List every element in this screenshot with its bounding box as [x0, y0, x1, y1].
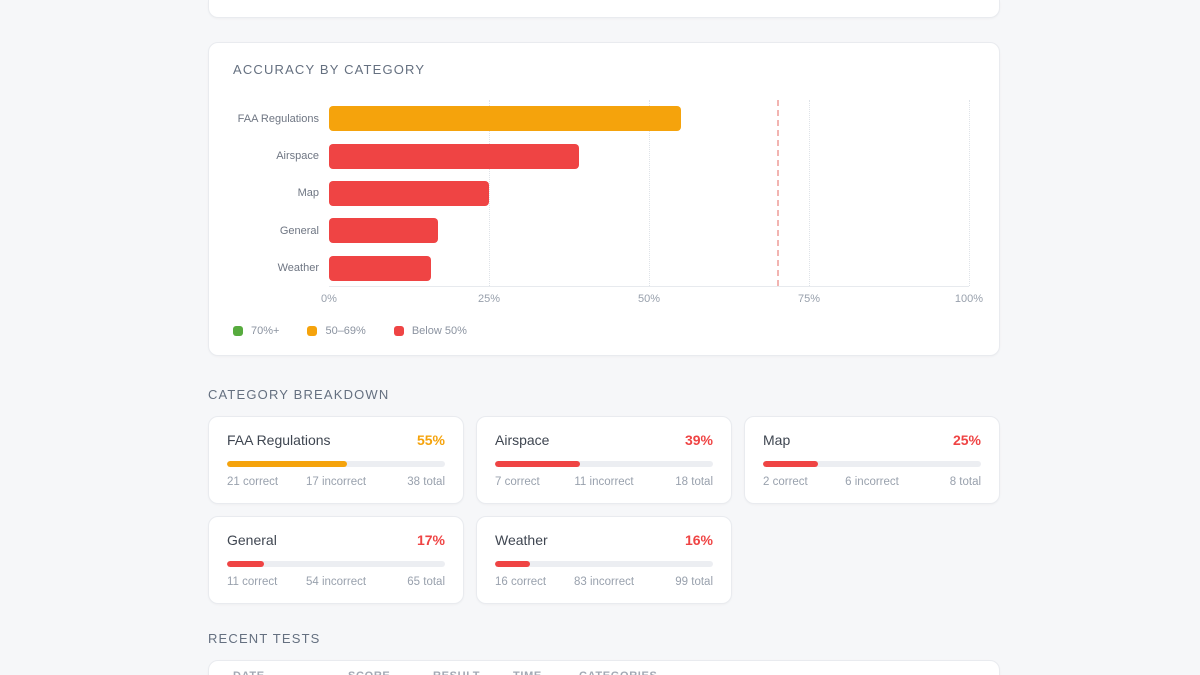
chart-label-faa-regulations: FAA Regulations: [237, 112, 319, 125]
chart-row-airspace: Airspace: [233, 137, 969, 174]
chart-plot-area: [329, 100, 970, 287]
chart-label-airspace: Airspace: [276, 150, 319, 163]
chart-bar-airspace: [329, 143, 579, 169]
x-axis-tick-75: 75%: [797, 292, 821, 305]
correct-count: 21 correct: [227, 476, 279, 488]
progress-fill: [227, 561, 265, 567]
chart-row-general: General: [233, 212, 969, 249]
progress-track: [227, 561, 445, 567]
correct-count: 2 correct: [763, 476, 808, 488]
column-header-time: TIME: [513, 670, 579, 675]
x-axis-tick-100: 100%: [954, 292, 984, 305]
progress-fill: [495, 561, 530, 567]
legend-item-70-plus: 70%+: [233, 325, 279, 337]
chart-legend: 70%+ 50–69% Below 50%: [233, 325, 969, 337]
correct-count: 7 correct: [495, 476, 540, 488]
category-percent: 16%: [684, 532, 713, 548]
accuracy-bar-chart: FAA Regulations Airspace Map: [233, 100, 983, 337]
total-count: 65 total: [407, 576, 446, 588]
legend-dot-red: [393, 325, 404, 336]
category-percent: 17%: [416, 532, 445, 548]
category-card-map: Map 25% 2 correct 6 incorrect 8 total: [744, 416, 1000, 504]
table-header-row: DATE SCORE RESULT TIME CATEGORIES: [233, 670, 975, 675]
chart-rows: FAA Regulations Airspace Map: [233, 100, 969, 287]
gridline-25: [489, 100, 490, 286]
chart-bar-map: [329, 180, 489, 206]
target-line-70-percent: [777, 100, 779, 286]
x-axis-tick-25: 25%: [477, 292, 501, 305]
category-name: Map: [763, 432, 791, 448]
gridline-50: [649, 100, 650, 286]
incorrect-count: 11 incorrect: [574, 476, 634, 488]
category-card-faa-regulations: FAA Regulations 55% 21 correct 17 incorr…: [208, 416, 464, 504]
progress-fill: [227, 461, 347, 467]
accuracy-by-category-card: ACCURACY BY CATEGORY FAA Regulations Air…: [208, 42, 1000, 356]
chart-label-weather: Weather: [277, 262, 319, 275]
recent-tests-card: DATE SCORE RESULT TIME CATEGORIES: [208, 660, 1000, 675]
total-count: 18 total: [675, 476, 714, 488]
chart-bar-weather: [329, 255, 432, 281]
chart-bar-general: [329, 218, 438, 244]
category-card-airspace: Airspace 39% 7 correct 11 incorrect 18 t…: [476, 416, 732, 504]
incorrect-count: 83 incorrect: [573, 576, 635, 588]
chart-row-map: Map: [233, 175, 969, 212]
chart-label-general: General: [279, 224, 319, 237]
gridline-75: [809, 100, 810, 286]
category-name: General: [227, 532, 277, 548]
chart-bar-faa-regulations: [329, 106, 681, 132]
chart-label-map: Map: [297, 187, 319, 200]
total-count: 8 total: [949, 476, 982, 488]
column-header-categories: CATEGORIES: [579, 670, 975, 675]
category-card-weather: Weather 16% 16 correct 83 incorrect 99 t…: [476, 516, 732, 604]
category-breakdown-title: CATEGORY BREAKDOWN: [208, 387, 390, 402]
legend-dot-orange: [307, 325, 318, 336]
category-name: Weather: [495, 532, 548, 548]
column-header-date: DATE: [233, 670, 348, 675]
accuracy-chart-title: ACCURACY BY CATEGORY: [233, 62, 426, 77]
category-percent: 39%: [684, 432, 713, 448]
x-axis-tick-50: 50%: [637, 292, 661, 305]
x-axis: 0% 25% 50% 75% 100%: [321, 287, 983, 305]
incorrect-count: 6 incorrect: [845, 476, 899, 488]
incorrect-count: 54 incorrect: [305, 576, 367, 588]
column-header-score: SCORE: [348, 670, 433, 675]
progress-track: [763, 461, 981, 467]
recent-tests-title: RECENT TESTS: [208, 631, 321, 646]
category-breakdown-grid: FAA Regulations 55% 21 correct 17 incorr…: [208, 416, 1000, 604]
progress-fill: [495, 461, 581, 467]
total-count: 38 total: [407, 476, 446, 488]
content-column: ACCURACY BY CATEGORY FAA Regulations Air…: [208, 0, 1000, 675]
category-percent: 55%: [416, 432, 445, 448]
total-count: 99 total: [675, 576, 714, 588]
legend-dot-green: [233, 325, 243, 336]
gridline-100: [969, 100, 970, 286]
x-axis-tick-0: 0%: [321, 292, 337, 305]
column-header-result: RESULT: [433, 670, 513, 675]
progress-track: [495, 561, 713, 567]
incorrect-count: 17 incorrect: [305, 476, 367, 488]
category-percent: 25%: [952, 432, 981, 448]
category-card-general: General 17% 11 correct 54 incorrect 65 t…: [208, 516, 464, 604]
category-name: Airspace: [495, 432, 550, 448]
previous-card-partial: [208, 0, 1000, 18]
progress-fill: [763, 461, 818, 467]
legend-item-50-69: 50–69%: [307, 325, 366, 337]
progress-track: [227, 461, 445, 467]
category-name: FAA Regulations: [227, 432, 331, 448]
progress-track: [495, 461, 713, 467]
legend-item-below-50: Below 50%: [393, 325, 467, 337]
correct-count: 11 correct: [227, 576, 278, 588]
chart-row-faa-regulations: FAA Regulations: [233, 100, 969, 137]
chart-row-weather: Weather: [233, 250, 969, 287]
correct-count: 16 correct: [495, 576, 547, 588]
